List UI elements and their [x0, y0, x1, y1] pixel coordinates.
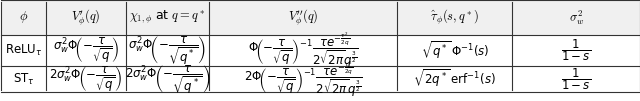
Text: $V^{\prime}_{\phi}(q)$: $V^{\prime}_{\phi}(q)$ [72, 7, 100, 28]
Text: $\mathrm{ReLU}_{\tau}$: $\mathrm{ReLU}_{\tau}$ [5, 43, 43, 58]
Text: $\sigma_w^2$: $\sigma_w^2$ [568, 8, 584, 27]
Text: $\chi_{1,\phi}$ at $q = q^*$: $\chi_{1,\phi}$ at $q = q^*$ [129, 9, 205, 26]
Text: $\dfrac{1}{1-s}$: $\dfrac{1}{1-s}$ [561, 38, 591, 64]
Bar [1, 0, 640, 35]
Text: $2\sigma_w^2 \Phi\!\left(-\dfrac{\tau}{\sqrt{q}}\right)$: $2\sigma_w^2 \Phi\!\left(-\dfrac{\tau}{\… [49, 64, 123, 94]
Text: $\sigma_w^2 \Phi\!\left(-\dfrac{\tau}{\sqrt{q}}\right)$: $\sigma_w^2 \Phi\!\left(-\dfrac{\tau}{\s… [53, 36, 119, 65]
Text: $V^{\prime\prime}_{\phi}(q)$: $V^{\prime\prime}_{\phi}(q)$ [288, 7, 319, 28]
Text: $\Phi\!\left(-\dfrac{\tau}{\sqrt{q}}\right)^{-1} \dfrac{\tau e^{-\frac{\tau^2}{2: $\Phi\!\left(-\dfrac{\tau}{\sqrt{q}}\rig… [248, 31, 358, 70]
Text: $\sqrt{q^*}\,\Phi^{-1}(s)$: $\sqrt{q^*}\,\Phi^{-1}(s)$ [420, 40, 489, 62]
Text: $\mathrm{ST}_{\tau}$: $\mathrm{ST}_{\tau}$ [13, 72, 35, 87]
Text: $\sigma_w^2 \Phi\!\left(-\dfrac{\tau}{\sqrt{q^*}}\right)$: $\sigma_w^2 \Phi\!\left(-\dfrac{\tau}{\s… [129, 34, 207, 67]
Text: $2\sigma_w^2 \Phi\!\left(-\dfrac{\tau}{\sqrt{q^*}}\right)$: $2\sigma_w^2 \Phi\!\left(-\dfrac{\tau}{\… [125, 63, 211, 96]
Text: $\hat{\tau}_{\phi}(s, q^*)$: $\hat{\tau}_{\phi}(s, q^*)$ [431, 8, 479, 27]
Text: $\phi$: $\phi$ [19, 9, 28, 25]
Text: $2\Phi\!\left(-\dfrac{\tau}{\sqrt{q}}\right)^{-1} \dfrac{\tau e^{-\frac{\tau^2}{: $2\Phi\!\left(-\dfrac{\tau}{\sqrt{q}}\ri… [244, 59, 362, 99]
Text: $\dfrac{1}{1-s}$: $\dfrac{1}{1-s}$ [561, 66, 591, 92]
Text: $\sqrt{2q^*}\,\mathrm{erf}^{-1}(s)$: $\sqrt{2q^*}\,\mathrm{erf}^{-1}(s)$ [413, 68, 496, 90]
